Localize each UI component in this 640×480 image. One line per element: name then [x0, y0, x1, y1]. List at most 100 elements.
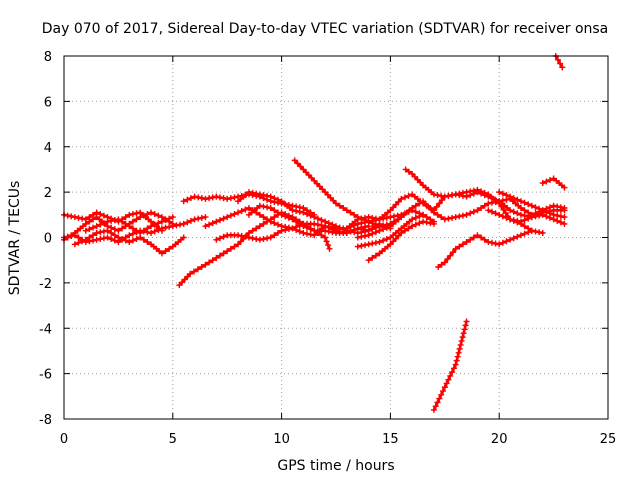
data-point — [358, 226, 365, 233]
data-point — [323, 238, 330, 245]
data-point — [488, 239, 495, 246]
data-point — [496, 200, 503, 207]
data-point — [430, 220, 437, 227]
data-point — [329, 221, 336, 228]
data-point — [119, 218, 126, 225]
y-tick-label: 0 — [44, 232, 52, 247]
data-point — [412, 202, 419, 209]
data-point — [194, 266, 201, 273]
data-point — [390, 238, 397, 245]
data-point — [314, 215, 321, 222]
data-point — [422, 201, 429, 208]
data-point — [198, 263, 205, 270]
data-point — [405, 192, 412, 199]
data-point — [354, 225, 361, 232]
data-point — [166, 245, 173, 252]
data-point — [253, 225, 260, 232]
data-point — [470, 208, 477, 215]
data-point — [213, 218, 220, 225]
data-point — [395, 232, 402, 239]
data-point — [180, 234, 187, 241]
data-point — [365, 214, 372, 221]
data-point — [383, 224, 390, 231]
data-point — [499, 190, 506, 197]
data-point — [434, 211, 441, 218]
data-point — [206, 221, 213, 228]
data-point — [330, 197, 337, 204]
data-point — [365, 241, 372, 248]
data-point — [151, 221, 158, 228]
data-point — [436, 395, 443, 402]
chart-title: Day 070 of 2017, Sidereal Day-to-day VTE… — [42, 21, 609, 37]
data-point — [369, 240, 376, 247]
data-point — [554, 212, 561, 219]
data-point — [525, 229, 532, 236]
data-point — [122, 220, 129, 227]
data-point — [392, 235, 399, 242]
data-point — [372, 252, 379, 259]
data-point — [293, 208, 300, 215]
data-point — [202, 261, 209, 268]
data-point — [412, 208, 419, 215]
data-point — [387, 214, 394, 221]
data-point — [333, 200, 339, 207]
data-point — [369, 214, 376, 221]
data-point — [503, 214, 510, 221]
grid — [64, 56, 608, 419]
data-point — [206, 195, 213, 202]
data-point — [478, 205, 485, 212]
data-point — [216, 194, 223, 201]
data-point — [213, 254, 220, 261]
data-point — [372, 239, 379, 246]
data-point — [184, 219, 191, 226]
data-point — [64, 234, 71, 241]
data-point — [327, 194, 334, 201]
data-point — [237, 238, 244, 245]
data-point — [517, 232, 524, 239]
data-point — [296, 208, 303, 215]
data-point — [179, 279, 186, 286]
data-point — [532, 204, 539, 211]
data-point — [362, 214, 369, 221]
y-tick-label: 2 — [44, 186, 52, 201]
data-point — [510, 235, 517, 242]
data-point — [224, 195, 231, 202]
data-point — [499, 197, 506, 204]
data-point — [293, 218, 300, 225]
data-point — [496, 211, 503, 218]
data-point — [267, 193, 274, 200]
data-point — [191, 216, 198, 223]
data-point — [220, 195, 227, 202]
data-point — [507, 236, 514, 243]
data-point — [82, 236, 89, 243]
data-point — [313, 180, 320, 187]
data-point — [412, 221, 419, 228]
data-point — [122, 237, 129, 244]
data-point — [411, 173, 418, 180]
data-point — [488, 199, 495, 206]
data-point — [274, 196, 281, 203]
data-point — [336, 224, 343, 231]
data-point — [452, 214, 459, 221]
data-series — [235, 189, 383, 236]
data-point — [300, 209, 307, 216]
data-point — [140, 236, 147, 243]
data-point — [449, 192, 456, 199]
data-point — [521, 199, 528, 206]
data-point — [485, 200, 492, 207]
data-point — [358, 242, 365, 249]
data-point — [93, 236, 100, 243]
data-point — [242, 233, 249, 240]
data-point — [238, 208, 245, 215]
data-point — [372, 215, 379, 222]
y-axis-label: SDTVAR / TECUs — [7, 181, 23, 296]
data-point — [68, 232, 75, 239]
data-point — [184, 196, 191, 203]
data-point — [517, 211, 524, 218]
data-point — [311, 177, 318, 184]
data-point — [126, 239, 133, 246]
data-point — [372, 221, 379, 228]
data-point — [435, 263, 442, 270]
data-point — [256, 236, 263, 243]
